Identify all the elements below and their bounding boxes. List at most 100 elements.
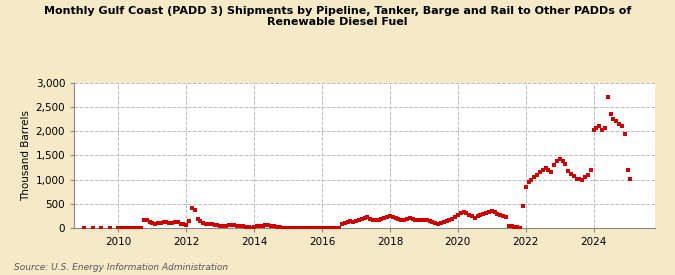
Point <box>622 168 633 172</box>
Point <box>495 213 506 217</box>
Point <box>483 210 494 214</box>
Point <box>308 226 319 230</box>
Point <box>458 210 469 214</box>
Point <box>421 218 432 223</box>
Point <box>336 222 347 227</box>
Point <box>399 217 410 222</box>
Text: Monthly Gulf Coast (PADD 3) Shipments by Pipeline, Tanker, Barge and Rail to Oth: Monthly Gulf Coast (PADD 3) Shipments by… <box>44 6 631 27</box>
Point <box>192 216 203 221</box>
Point <box>416 218 427 222</box>
Point <box>243 225 254 229</box>
Point <box>364 216 375 221</box>
Point <box>130 226 141 230</box>
Point <box>387 214 398 219</box>
Point <box>314 226 325 230</box>
Point <box>478 211 489 216</box>
Point <box>127 226 138 230</box>
Point <box>441 219 452 224</box>
Point <box>588 128 599 132</box>
Point <box>240 224 251 229</box>
Point <box>302 226 313 230</box>
Point <box>551 159 562 163</box>
Point <box>390 216 401 220</box>
Point <box>407 216 418 221</box>
Point <box>333 226 344 230</box>
Point <box>294 226 305 230</box>
Point <box>169 220 180 225</box>
Point <box>238 224 248 229</box>
Point <box>554 157 565 161</box>
Point <box>119 226 130 230</box>
Point <box>393 217 404 221</box>
Point <box>585 168 596 172</box>
Point <box>257 224 268 228</box>
Point <box>252 224 263 228</box>
Point <box>155 221 166 226</box>
Point <box>427 220 438 225</box>
Point <box>113 226 124 230</box>
Point <box>469 215 480 220</box>
Point <box>546 170 557 175</box>
Point <box>566 172 576 176</box>
Point <box>158 220 169 225</box>
Point <box>611 119 622 123</box>
Point <box>176 222 186 227</box>
Point <box>209 223 220 227</box>
Point <box>373 218 384 222</box>
Point <box>532 173 543 177</box>
Point <box>246 225 256 230</box>
Point <box>263 223 274 227</box>
Point <box>602 95 613 99</box>
Point <box>319 226 330 230</box>
Point <box>348 220 358 224</box>
Point <box>605 112 616 116</box>
Point <box>413 218 424 223</box>
Point <box>455 211 466 215</box>
Point <box>512 225 522 229</box>
Point <box>356 216 367 221</box>
Point <box>487 208 497 213</box>
Point <box>144 220 155 224</box>
Point <box>195 219 206 223</box>
Point <box>198 221 209 226</box>
Point <box>317 226 327 230</box>
Point <box>583 173 593 177</box>
Point <box>506 224 517 229</box>
Point <box>88 226 99 230</box>
Point <box>260 223 271 227</box>
Point <box>122 226 132 230</box>
Point <box>504 224 514 228</box>
Y-axis label: Thousand Barrels: Thousand Barrels <box>22 110 32 201</box>
Point <box>492 211 503 216</box>
Point <box>354 217 364 222</box>
Point <box>362 215 373 219</box>
Point <box>430 221 441 226</box>
Point <box>181 223 192 227</box>
Point <box>178 222 189 226</box>
Point <box>269 224 279 228</box>
Point <box>608 117 619 121</box>
Point <box>207 222 217 226</box>
Point <box>450 214 460 219</box>
Point <box>599 126 610 130</box>
Point <box>283 226 294 230</box>
Point <box>501 214 512 219</box>
Point <box>124 226 135 230</box>
Point <box>410 217 421 222</box>
Point <box>254 223 265 228</box>
Text: Source: U.S. Energy Information Administration: Source: U.S. Energy Information Administ… <box>14 263 227 272</box>
Point <box>79 226 90 230</box>
Point <box>297 226 308 230</box>
Point <box>560 162 571 166</box>
Point <box>526 177 537 182</box>
Point <box>418 217 429 222</box>
Point <box>350 219 361 223</box>
Point <box>518 204 529 208</box>
Point <box>376 217 387 221</box>
Point <box>577 177 588 182</box>
Point <box>580 175 591 179</box>
Point <box>105 226 115 230</box>
Point <box>331 226 342 230</box>
Point <box>497 213 508 218</box>
Point <box>385 213 396 218</box>
